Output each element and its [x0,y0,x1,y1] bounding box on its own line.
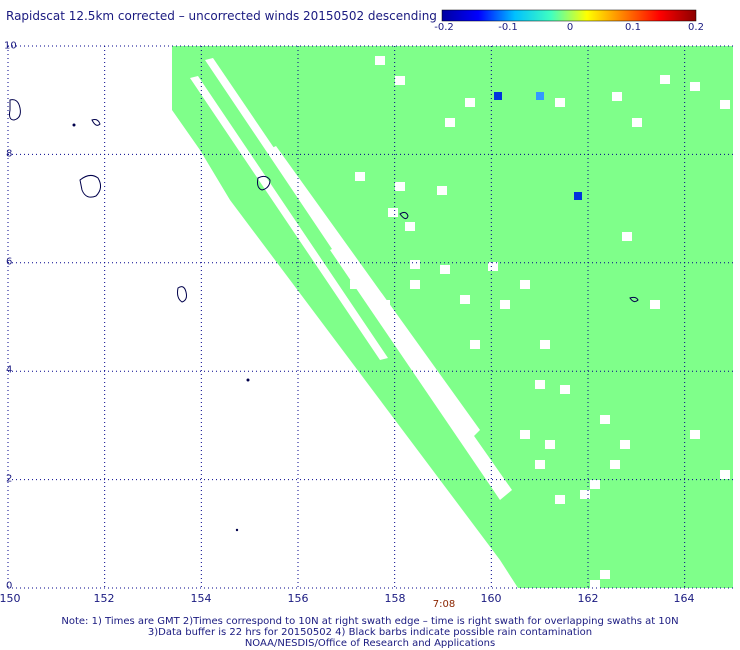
x-tick-label-150: 150 [0,592,21,605]
gap-cell [590,580,600,589]
note-line-2: 3)Data buffer is 22 hrs for 20150502 4) … [147,627,593,638]
gap-cell [350,280,360,289]
gap-cell [460,295,470,304]
gap-cell [580,490,590,499]
gap-cell [622,232,632,241]
gap-cell [488,262,498,271]
x-tick-label-156: 156 [287,592,309,605]
colorbar-label-neg-0.2: -0.2 [434,22,454,33]
gap-cell [437,186,447,195]
gap-cell [660,75,670,84]
gap-cell [535,380,545,389]
swath-polygon [172,46,733,588]
gap-stripe [268,146,480,440]
wind-pixel [536,92,544,100]
gap-cell [632,118,642,127]
note-line-3: NOAA/NESDIS/Office of Research and Appli… [244,638,496,649]
gap-cell [612,92,622,101]
gap-cell [720,470,730,479]
y-tick-label-8: 8 [6,148,13,160]
gap-cell [720,100,730,109]
gap-cell [650,300,660,309]
island-coastline [9,99,21,121]
gap-cell [470,340,480,349]
gap-cell [440,265,450,274]
gap-cell [445,118,455,127]
gap-cell [690,82,700,91]
gap-cell [560,385,570,394]
gap-cell [590,480,600,489]
colorbar-label-0.2: 0.2 [688,22,704,33]
gap-stripe [330,245,512,500]
swath-coverage [172,46,733,588]
data-gaps [190,56,730,589]
gap-cell [555,98,565,107]
gap-cell [410,280,420,289]
island-dot [246,378,250,382]
gap-cell [535,460,545,469]
y-tick-label-0: 0 [6,580,13,592]
y-tick-label-6: 6 [6,256,13,268]
x-tick-label-158: 158 [384,592,406,605]
gap-cell [600,570,610,579]
gap-cell [375,56,385,65]
colorbar-label-neg-0.1: -0.1 [498,22,518,33]
y-tick-label-10: 10 [4,40,17,52]
y-tick-label-4: 4 [6,364,13,376]
swath-time-label: 7:08 [432,599,456,610]
x-tick-label-152: 152 [93,592,115,605]
gap-cell [600,415,610,424]
gap-cell [355,172,365,181]
colorbar-gradient [441,9,697,22]
gap-cell [690,430,700,439]
wind-pixel [574,192,582,200]
gap-cell [610,460,620,469]
gap-cell [555,495,565,504]
colorbar-label-0: 0 [566,22,574,33]
island-coastline [91,119,101,126]
gap-cell [540,340,550,349]
gap-cell [395,182,405,191]
island-dot [72,123,76,127]
gap-cell [500,300,510,309]
coastlines [9,99,639,532]
x-tick-label-154: 154 [190,592,212,605]
island-coastline [79,174,102,198]
island-dot [235,528,239,532]
gap-cell [520,430,530,439]
gap-cell [520,280,530,289]
colorbar-label-0.1: 0.1 [625,22,641,33]
island-coastline [177,286,187,303]
gap-cell [388,208,398,217]
gap-stripe [190,76,388,360]
island-coastline [257,175,271,191]
gap-cell [620,440,630,449]
gap-cell [410,260,420,269]
note-line-1: Note: 1) Times are GMT 2)Times correspon… [61,616,679,627]
colorbar [441,9,697,22]
lat-lon-grid [7,45,733,589]
gap-cell [405,222,415,231]
gap-cell [545,440,555,449]
wind-pixel [494,92,502,100]
x-tick-label-164: 164 [673,592,695,605]
island-coastline [399,211,409,220]
footnotes: Note: 1) Times are GMT 2)Times correspon… [0,616,740,649]
x-tick-label-160: 160 [480,592,502,605]
gap-cell [465,98,475,107]
chart-title: Rapidscat 12.5km corrected – uncorrected… [6,9,437,23]
y-tick-label-2: 2 [6,473,13,485]
x-tick-label-162: 162 [577,592,599,605]
wind-difference-pixels [494,92,582,200]
gap-cell [380,300,390,309]
gap-cell [395,76,405,85]
island-coastline [629,296,639,303]
